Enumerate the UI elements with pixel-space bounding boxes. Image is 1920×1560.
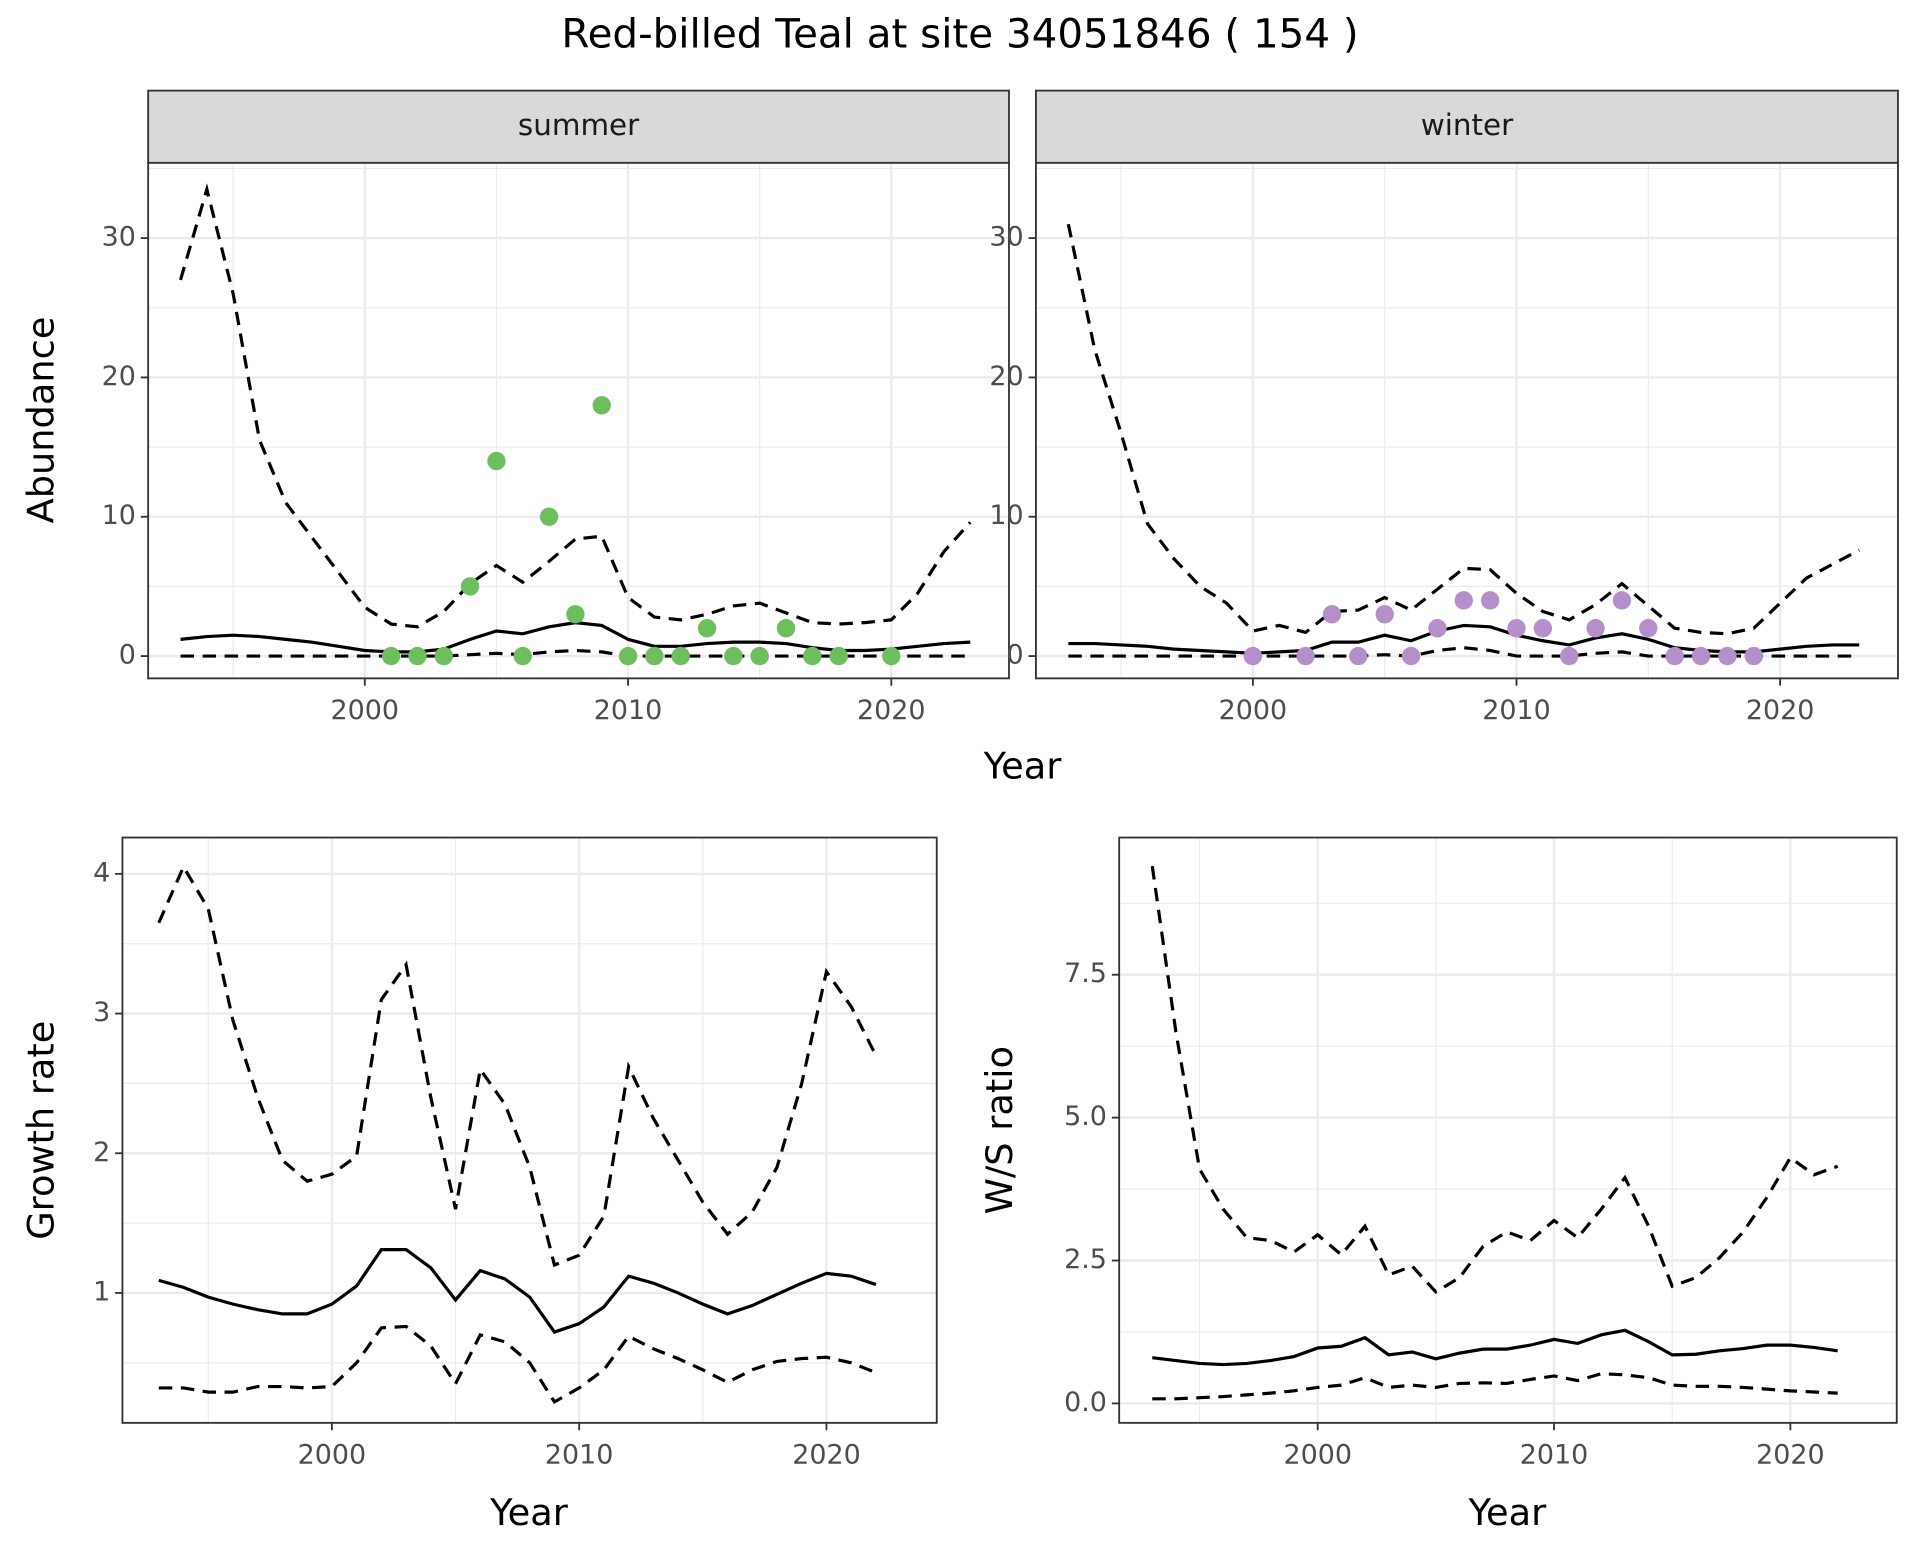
- x-tick-label: 2020: [792, 1439, 861, 1470]
- observation-point: [1718, 646, 1737, 666]
- y-tick-label: 3: [93, 997, 110, 1028]
- observation-point: [776, 619, 796, 638]
- observation-point: [724, 646, 743, 666]
- observation-point: [1744, 646, 1763, 666]
- y-axis-label: Abundance: [19, 317, 62, 524]
- observation-point: [1507, 619, 1526, 638]
- strip: [1035, 89, 1899, 164]
- panel-title: summer: [518, 108, 640, 142]
- y-tick-label: 10: [989, 500, 1023, 531]
- y-tick-label: 0.0: [1064, 1387, 1107, 1418]
- panel-background: [1119, 837, 1897, 1423]
- dashed-line: [157, 863, 878, 1268]
- observation-point: [460, 577, 480, 596]
- solid-line: [1152, 1328, 1838, 1367]
- y-tick-label: 2.5: [1064, 1244, 1107, 1275]
- observation-point: [645, 646, 664, 666]
- observation-point: [1349, 646, 1368, 666]
- x-axis-label: Year: [983, 744, 1063, 787]
- x-tick-label: 2020: [1746, 695, 1815, 726]
- x-tick-label: 2010: [1482, 695, 1551, 726]
- x-axis-label: Year: [1467, 1491, 1547, 1534]
- observation-point: [1533, 619, 1553, 638]
- panel-background: [122, 837, 937, 1423]
- observation-point: [882, 646, 901, 666]
- strip: [147, 89, 1010, 164]
- observation-point: [381, 646, 401, 666]
- observation-point: [487, 451, 506, 471]
- observation-point: [566, 605, 585, 624]
- y-tick-label: 0: [119, 640, 136, 671]
- y-tick-label: 20: [989, 361, 1023, 392]
- observation-point: [1480, 591, 1500, 610]
- observation-point: [1322, 605, 1342, 624]
- panel-border: [147, 161, 1010, 680]
- observation-point: [1665, 646, 1684, 666]
- observation-point: [829, 646, 848, 666]
- observation-point: [1296, 646, 1315, 666]
- observation-point: [1612, 591, 1632, 610]
- dashed-line: [1150, 865, 1839, 1294]
- observation-point: [513, 646, 532, 666]
- observation-point: [1560, 646, 1579, 666]
- y-tick-label: 1: [93, 1276, 110, 1307]
- observation-point: [1639, 619, 1658, 638]
- x-tick-label: 2000: [1219, 695, 1288, 726]
- panel-border: [121, 836, 938, 1424]
- observation-point: [408, 646, 427, 666]
- observation-point: [697, 619, 717, 638]
- observation-point: [434, 646, 453, 666]
- x-tick-label: 2000: [1283, 1439, 1352, 1470]
- observation-point: [1454, 591, 1473, 610]
- y-tick-label: 20: [102, 361, 136, 392]
- y-axis-label: W/S ratio: [978, 1046, 1021, 1214]
- solid-line: [158, 1248, 877, 1334]
- observation-point: [1428, 619, 1447, 638]
- y-tick-label: 30: [102, 222, 136, 253]
- observation-point: [803, 646, 822, 666]
- y-tick-label: 0: [1007, 640, 1024, 671]
- observation-point: [592, 396, 611, 415]
- x-tick-label: 2000: [331, 695, 400, 726]
- y-tick-label: 10: [102, 500, 136, 531]
- observation-point: [1691, 646, 1711, 666]
- x-tick-label: 2010: [1520, 1439, 1589, 1470]
- x-tick-label: 2010: [545, 1439, 614, 1470]
- y-axis-label: Growth rate: [19, 1021, 62, 1240]
- dashed-line: [158, 1324, 877, 1405]
- x-tick-label: 2020: [1756, 1439, 1825, 1470]
- observation-point: [1401, 646, 1421, 666]
- observation-point: [1243, 646, 1263, 666]
- y-tick-label: 7.5: [1064, 958, 1107, 989]
- figure-title: Red-billed Teal at site 34051846 ( 154 ): [561, 10, 1358, 58]
- y-tick-label: 5.0: [1064, 1101, 1107, 1132]
- panel-border: [1118, 836, 1898, 1424]
- panel-title: winter: [1421, 108, 1514, 142]
- x-axis-label: Year: [489, 1491, 569, 1534]
- x-tick-label: 2000: [298, 1439, 367, 1470]
- y-tick-label: 2: [93, 1137, 110, 1168]
- y-tick-label: 4: [93, 857, 110, 888]
- observation-point: [1586, 619, 1605, 638]
- observation-point: [1375, 605, 1394, 624]
- y-tick-label: 30: [989, 222, 1023, 253]
- observation-point: [539, 507, 559, 526]
- observation-point: [671, 646, 690, 666]
- observation-point: [618, 646, 638, 666]
- panel-background: [148, 162, 1009, 679]
- panel-border: [1035, 161, 1899, 680]
- dashed-line: [1152, 1372, 1838, 1401]
- observation-point: [750, 646, 769, 666]
- x-tick-label: 2010: [594, 695, 663, 726]
- x-tick-label: 2020: [857, 695, 926, 726]
